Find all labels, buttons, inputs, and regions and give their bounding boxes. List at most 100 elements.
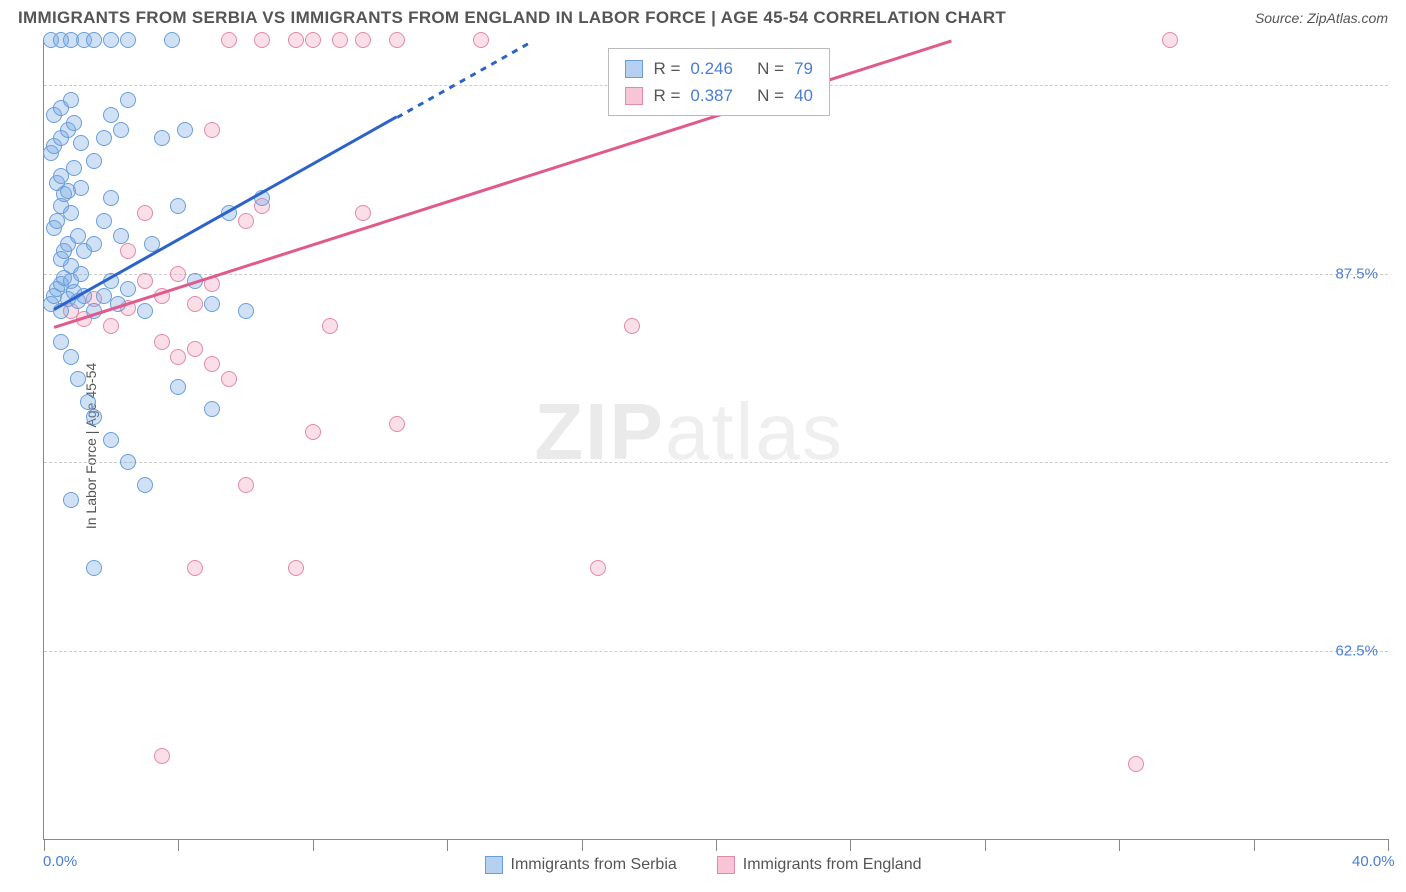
x-tick <box>1388 839 1389 851</box>
data-point <box>170 198 186 214</box>
data-point <box>70 228 86 244</box>
data-point <box>96 213 112 229</box>
gridline <box>44 274 1388 275</box>
swatch-icon <box>625 87 643 105</box>
data-point <box>170 266 186 282</box>
data-point <box>170 349 186 365</box>
legend: Immigrants from Serbia Immigrants from E… <box>0 856 1406 874</box>
data-point <box>154 334 170 350</box>
x-tick <box>1119 839 1120 851</box>
data-point <box>86 153 102 169</box>
data-point <box>86 560 102 576</box>
chart-title: IMMIGRANTS FROM SERBIA VS IMMIGRANTS FRO… <box>18 8 1006 28</box>
data-point <box>73 180 89 196</box>
swatch-icon <box>625 60 643 78</box>
data-point <box>103 432 119 448</box>
data-point <box>103 107 119 123</box>
data-point <box>238 303 254 319</box>
data-point <box>187 341 203 357</box>
data-point <box>204 122 220 138</box>
data-point <box>66 115 82 131</box>
data-point <box>1128 756 1144 772</box>
data-point <box>137 477 153 493</box>
scatter-chart: 62.5% 87.5% ZIPatlas R = 0.246 N = 79 R = … <box>43 40 1388 840</box>
x-tick <box>1254 839 1255 851</box>
legend-item-england: Immigrants from England <box>717 856 922 874</box>
data-point <box>389 416 405 432</box>
data-point <box>624 318 640 334</box>
data-point <box>473 32 489 48</box>
data-point <box>137 273 153 289</box>
data-point <box>137 303 153 319</box>
legend-label: Immigrants from England <box>743 856 922 874</box>
data-point <box>53 334 69 350</box>
x-tick <box>313 839 314 851</box>
data-point <box>254 32 270 48</box>
data-point <box>204 296 220 312</box>
data-point <box>86 32 102 48</box>
data-point <box>63 205 79 221</box>
data-point <box>120 243 136 259</box>
trend-line <box>396 40 532 118</box>
stats-row: R = 0.246 N = 79 <box>625 55 813 82</box>
x-tick-label: 0.0% <box>43 853 77 870</box>
data-point <box>80 394 96 410</box>
x-tick <box>44 839 45 851</box>
data-point <box>120 281 136 297</box>
x-tick <box>582 839 583 851</box>
x-tick <box>178 839 179 851</box>
data-point <box>170 379 186 395</box>
data-point <box>103 32 119 48</box>
data-point <box>120 454 136 470</box>
data-point <box>73 135 89 151</box>
data-point <box>70 371 86 387</box>
data-point <box>120 32 136 48</box>
legend-swatch-icon <box>717 856 735 874</box>
data-point <box>164 32 180 48</box>
data-point <box>103 190 119 206</box>
y-tick-label: 62.5% <box>1335 642 1378 659</box>
data-point <box>238 213 254 229</box>
data-point <box>103 318 119 334</box>
data-point <box>177 122 193 138</box>
watermark: ZIPatlas <box>534 386 843 478</box>
data-point <box>63 349 79 365</box>
data-point <box>113 228 129 244</box>
data-point <box>113 122 129 138</box>
data-point <box>154 130 170 146</box>
data-point <box>63 492 79 508</box>
x-tick <box>447 839 448 851</box>
x-tick <box>850 839 851 851</box>
gridline <box>44 651 1388 652</box>
data-point <box>305 32 321 48</box>
legend-swatch-icon <box>485 856 503 874</box>
data-point <box>96 130 112 146</box>
data-point <box>288 32 304 48</box>
data-point <box>187 560 203 576</box>
data-point <box>187 296 203 312</box>
data-point <box>322 318 338 334</box>
data-point <box>389 32 405 48</box>
legend-item-serbia: Immigrants from Serbia <box>485 856 677 874</box>
data-point <box>120 92 136 108</box>
data-point <box>137 205 153 221</box>
data-point <box>355 205 371 221</box>
x-tick <box>985 839 986 851</box>
stats-row: R = 0.387 N = 40 <box>625 82 813 109</box>
data-point <box>332 32 348 48</box>
data-point <box>221 371 237 387</box>
data-point <box>305 424 321 440</box>
data-point <box>86 409 102 425</box>
data-point <box>86 236 102 252</box>
legend-label: Immigrants from Serbia <box>511 856 677 874</box>
source-attribution: Source: ZipAtlas.com <box>1255 10 1388 26</box>
data-point <box>355 32 371 48</box>
data-point <box>73 266 89 282</box>
data-point <box>288 560 304 576</box>
y-tick-label: 87.5% <box>1335 265 1378 282</box>
data-point <box>66 160 82 176</box>
data-point <box>63 92 79 108</box>
data-point <box>204 401 220 417</box>
x-tick <box>716 839 717 851</box>
data-point <box>204 356 220 372</box>
